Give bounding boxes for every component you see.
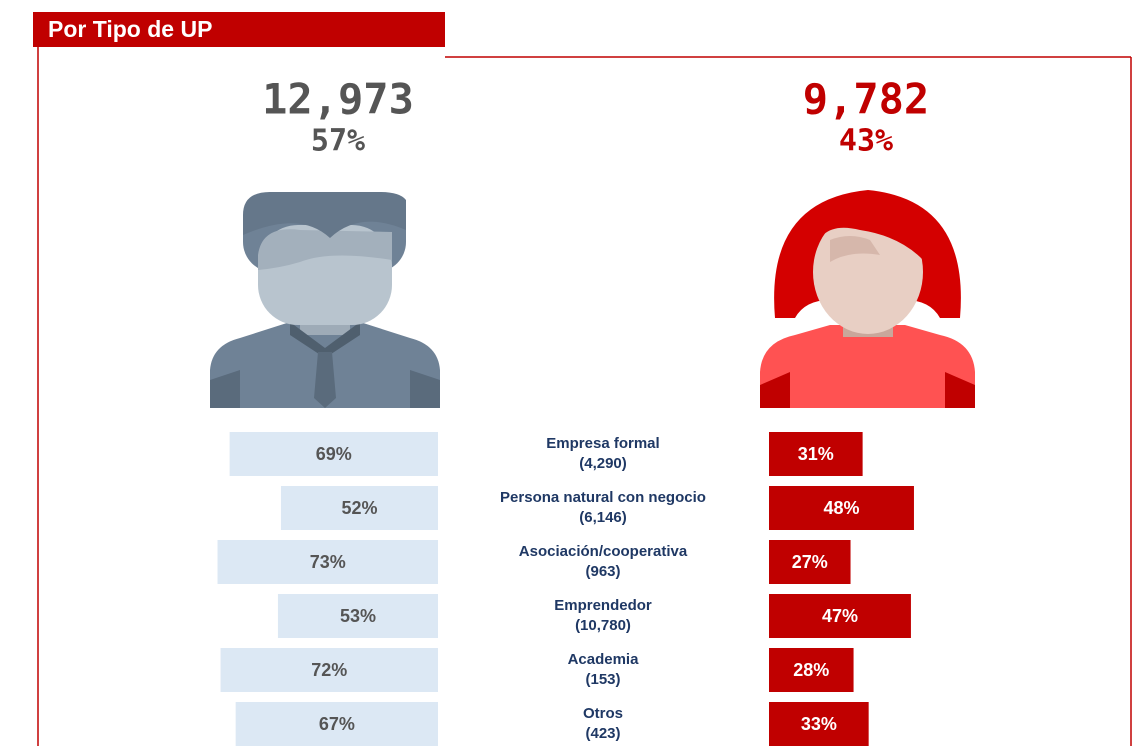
bar <box>220 648 438 692</box>
bar-label: 48% <box>823 498 859 518</box>
category-count: (10,780) <box>575 617 631 634</box>
category-label: Emprendedor <box>554 597 652 614</box>
bar-label: 52% <box>341 498 377 518</box>
bar <box>769 432 863 476</box>
bar-label: 67% <box>319 714 355 734</box>
category-count: (6,146) <box>579 509 627 526</box>
bar-label: 28% <box>793 660 829 680</box>
bar <box>229 432 438 476</box>
bar-label: 53% <box>340 606 376 626</box>
bar <box>769 540 851 584</box>
man-icon <box>210 192 440 408</box>
woman-icon <box>760 190 975 408</box>
share-value: 57% <box>311 124 365 159</box>
bar-label: 73% <box>310 552 346 572</box>
category-label: Persona natural con negocio <box>500 489 706 506</box>
share-value: 43% <box>839 124 893 159</box>
bar <box>280 486 438 530</box>
category-label: Otros <box>583 705 623 722</box>
header-box <box>33 12 445 47</box>
category-label: Academia <box>568 651 640 668</box>
category-count: (153) <box>585 671 620 688</box>
total-value: 9,782 <box>803 75 929 124</box>
total-value: 12,973 <box>262 75 414 124</box>
bar <box>235 702 438 746</box>
bar-label: 31% <box>798 444 834 464</box>
bar-label: 72% <box>311 660 347 680</box>
bar <box>769 648 854 692</box>
bar-label: 47% <box>822 606 858 626</box>
bar-label: 33% <box>801 714 837 734</box>
category-count: (423) <box>585 725 620 742</box>
category-count: (4,290) <box>579 455 627 472</box>
bar <box>277 594 438 638</box>
bar <box>769 594 911 638</box>
bar-label: 27% <box>792 552 828 572</box>
bar <box>217 540 438 584</box>
bar-label: 69% <box>316 444 352 464</box>
header-title: Por Tipo de UP <box>48 16 212 42</box>
category-label: Asociación/cooperativa <box>519 543 688 560</box>
bar <box>769 702 869 746</box>
category-label: Empresa formal <box>546 435 659 452</box>
category-count: (963) <box>585 563 620 580</box>
bar <box>769 486 914 530</box>
